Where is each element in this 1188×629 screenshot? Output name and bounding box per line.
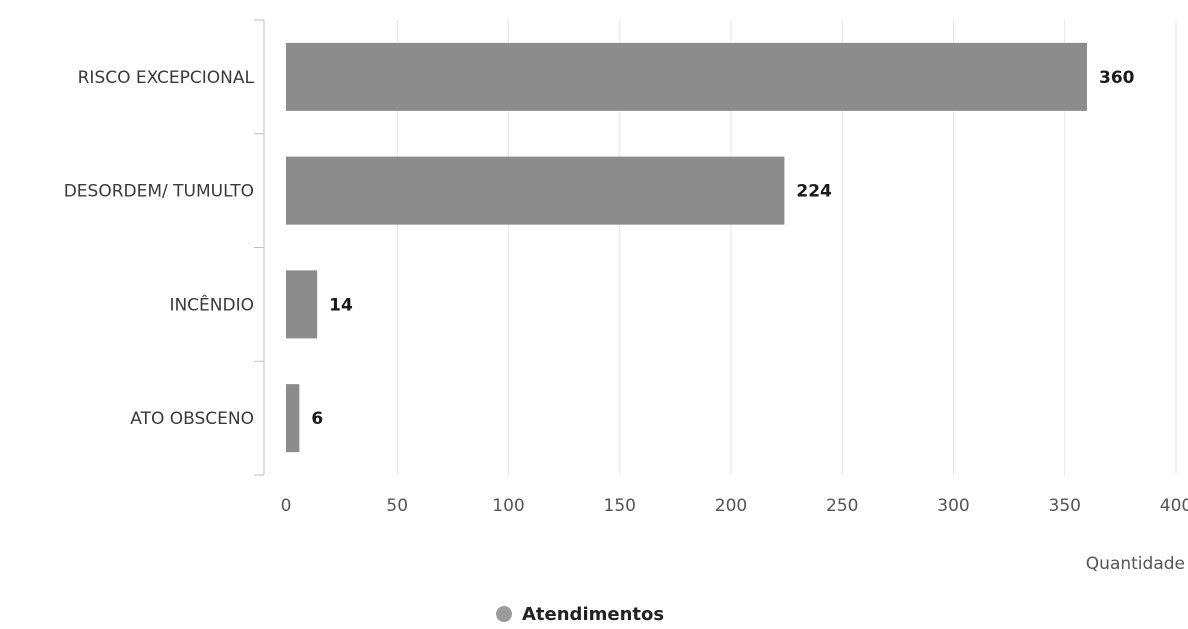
x-axis-title: Quantidade bbox=[1086, 554, 1185, 574]
x-tick-label: 250 bbox=[826, 496, 858, 516]
bar-desordem-tumulto[interactable] bbox=[286, 156, 785, 225]
x-tick-label: 100 bbox=[492, 496, 524, 516]
bar-inc-ndio[interactable] bbox=[286, 270, 318, 339]
bars bbox=[286, 42, 1087, 453]
x-tick-label: 300 bbox=[937, 496, 969, 516]
legend[interactable]: Atendimentos bbox=[496, 604, 664, 625]
category-label: INCÊNDIO bbox=[169, 293, 254, 315]
category-label: ATO OBSCENO bbox=[130, 409, 254, 429]
x-tick-label: 50 bbox=[386, 496, 408, 516]
data-label: 224 bbox=[796, 182, 832, 202]
data-label: 6 bbox=[311, 409, 323, 429]
x-tick-label: 350 bbox=[1049, 496, 1081, 516]
legend-marker-icon bbox=[496, 606, 512, 622]
category-label: RISCO EXCEPCIONAL bbox=[78, 68, 255, 88]
bar-risco-excepcional[interactable] bbox=[286, 42, 1087, 111]
bar-ato-obsceno[interactable] bbox=[286, 384, 300, 453]
x-tick-label: 400 bbox=[1160, 496, 1188, 516]
x-tick-label: 150 bbox=[604, 496, 636, 516]
category-labels: RISCO EXCEPCIONAL DESORDEM/ TUMULTO INCÊND… bbox=[64, 68, 255, 429]
category-axis bbox=[254, 19, 265, 476]
category-label: DESORDEM/ TUMULTO bbox=[64, 182, 254, 202]
data-label: 360 bbox=[1099, 68, 1135, 88]
x-tick-label: 200 bbox=[715, 496, 747, 516]
legend-item-atendimentos[interactable]: Atendimentos bbox=[522, 604, 664, 625]
x-tick-labels: 0 50 100 150 200 250 300 350 400 bbox=[281, 496, 1188, 516]
data-labels: 360 224 14 6 bbox=[311, 68, 1134, 429]
data-label: 14 bbox=[329, 295, 353, 315]
x-tick-label: 0 bbox=[281, 496, 292, 516]
